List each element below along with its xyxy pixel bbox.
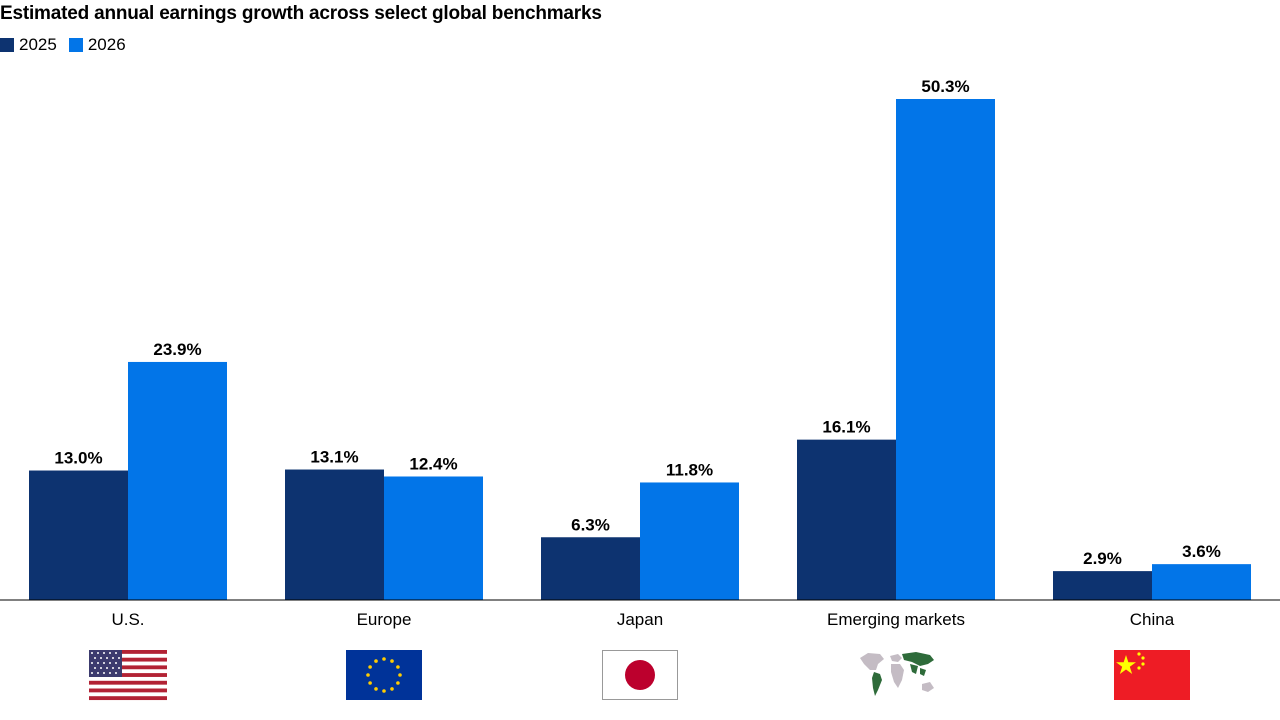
bar-label-china-2026: 3.6% bbox=[1182, 542, 1221, 561]
legend-swatch-2025 bbox=[0, 38, 14, 52]
category-label-japan: Japan bbox=[617, 610, 663, 629]
legend-item-2026: 2026 bbox=[68, 35, 126, 55]
bar-label-europe-2025: 13.1% bbox=[310, 448, 358, 467]
bar-label-japan-2026: 11.8% bbox=[666, 460, 713, 479]
us-flag-icon bbox=[89, 650, 167, 701]
bar-label-u-s-2025: 13.0% bbox=[54, 449, 102, 468]
category-label-china: China bbox=[1130, 610, 1175, 629]
bar-label-emerging-markets-2025: 16.1% bbox=[822, 418, 870, 437]
bar-europe-2025 bbox=[285, 469, 384, 600]
bar-china-2025 bbox=[1053, 571, 1152, 600]
bar-label-china-2025: 2.9% bbox=[1083, 549, 1122, 568]
japan-flag-icon bbox=[602, 650, 678, 700]
category-label-u-s: U.S. bbox=[111, 610, 144, 629]
bar-emerging-markets-2026 bbox=[896, 99, 995, 600]
bar-u-s-2026 bbox=[128, 361, 227, 600]
legend-item-2025: 2025 bbox=[0, 35, 57, 55]
eu-flag-icon bbox=[346, 650, 422, 700]
category-label-emerging-markets: Emerging markets bbox=[827, 610, 965, 629]
chart-title: Estimated annual earnings growth across … bbox=[0, 3, 602, 24]
bar-u-s-2025 bbox=[29, 470, 128, 600]
legend-swatch-2026 bbox=[68, 38, 83, 52]
bar-emerging-markets-2025 bbox=[797, 439, 896, 600]
bar-japan-2025 bbox=[541, 537, 640, 600]
legend-label-2026: 2026 bbox=[87, 35, 126, 54]
legend: 2025 2026 bbox=[0, 35, 138, 55]
category-labels-group: U.S. Europe Japan Emerging markets China bbox=[111, 610, 1174, 629]
bar-label-europe-2026: 12.4% bbox=[409, 454, 457, 473]
world-map-icon bbox=[860, 652, 934, 696]
china-flag-icon bbox=[1114, 650, 1190, 700]
bar-label-emerging-markets-2026: 50.3% bbox=[921, 77, 969, 96]
bar-japan-2026 bbox=[640, 482, 739, 600]
bar-europe-2026 bbox=[384, 476, 483, 600]
bar-china-2026 bbox=[1152, 564, 1251, 600]
bar-label-japan-2025: 6.3% bbox=[571, 515, 610, 534]
bar-labels-group: 13.0% 23.9% 13.1% 12.4% 6.3% 11.8% 16.1% 50.3% 2… bbox=[54, 77, 1220, 568]
legend-label-2025: 2025 bbox=[19, 35, 57, 54]
bars-group bbox=[29, 99, 1251, 600]
bar-label-u-s-2026: 23.9% bbox=[153, 340, 201, 359]
category-label-europe: Europe bbox=[357, 610, 412, 629]
